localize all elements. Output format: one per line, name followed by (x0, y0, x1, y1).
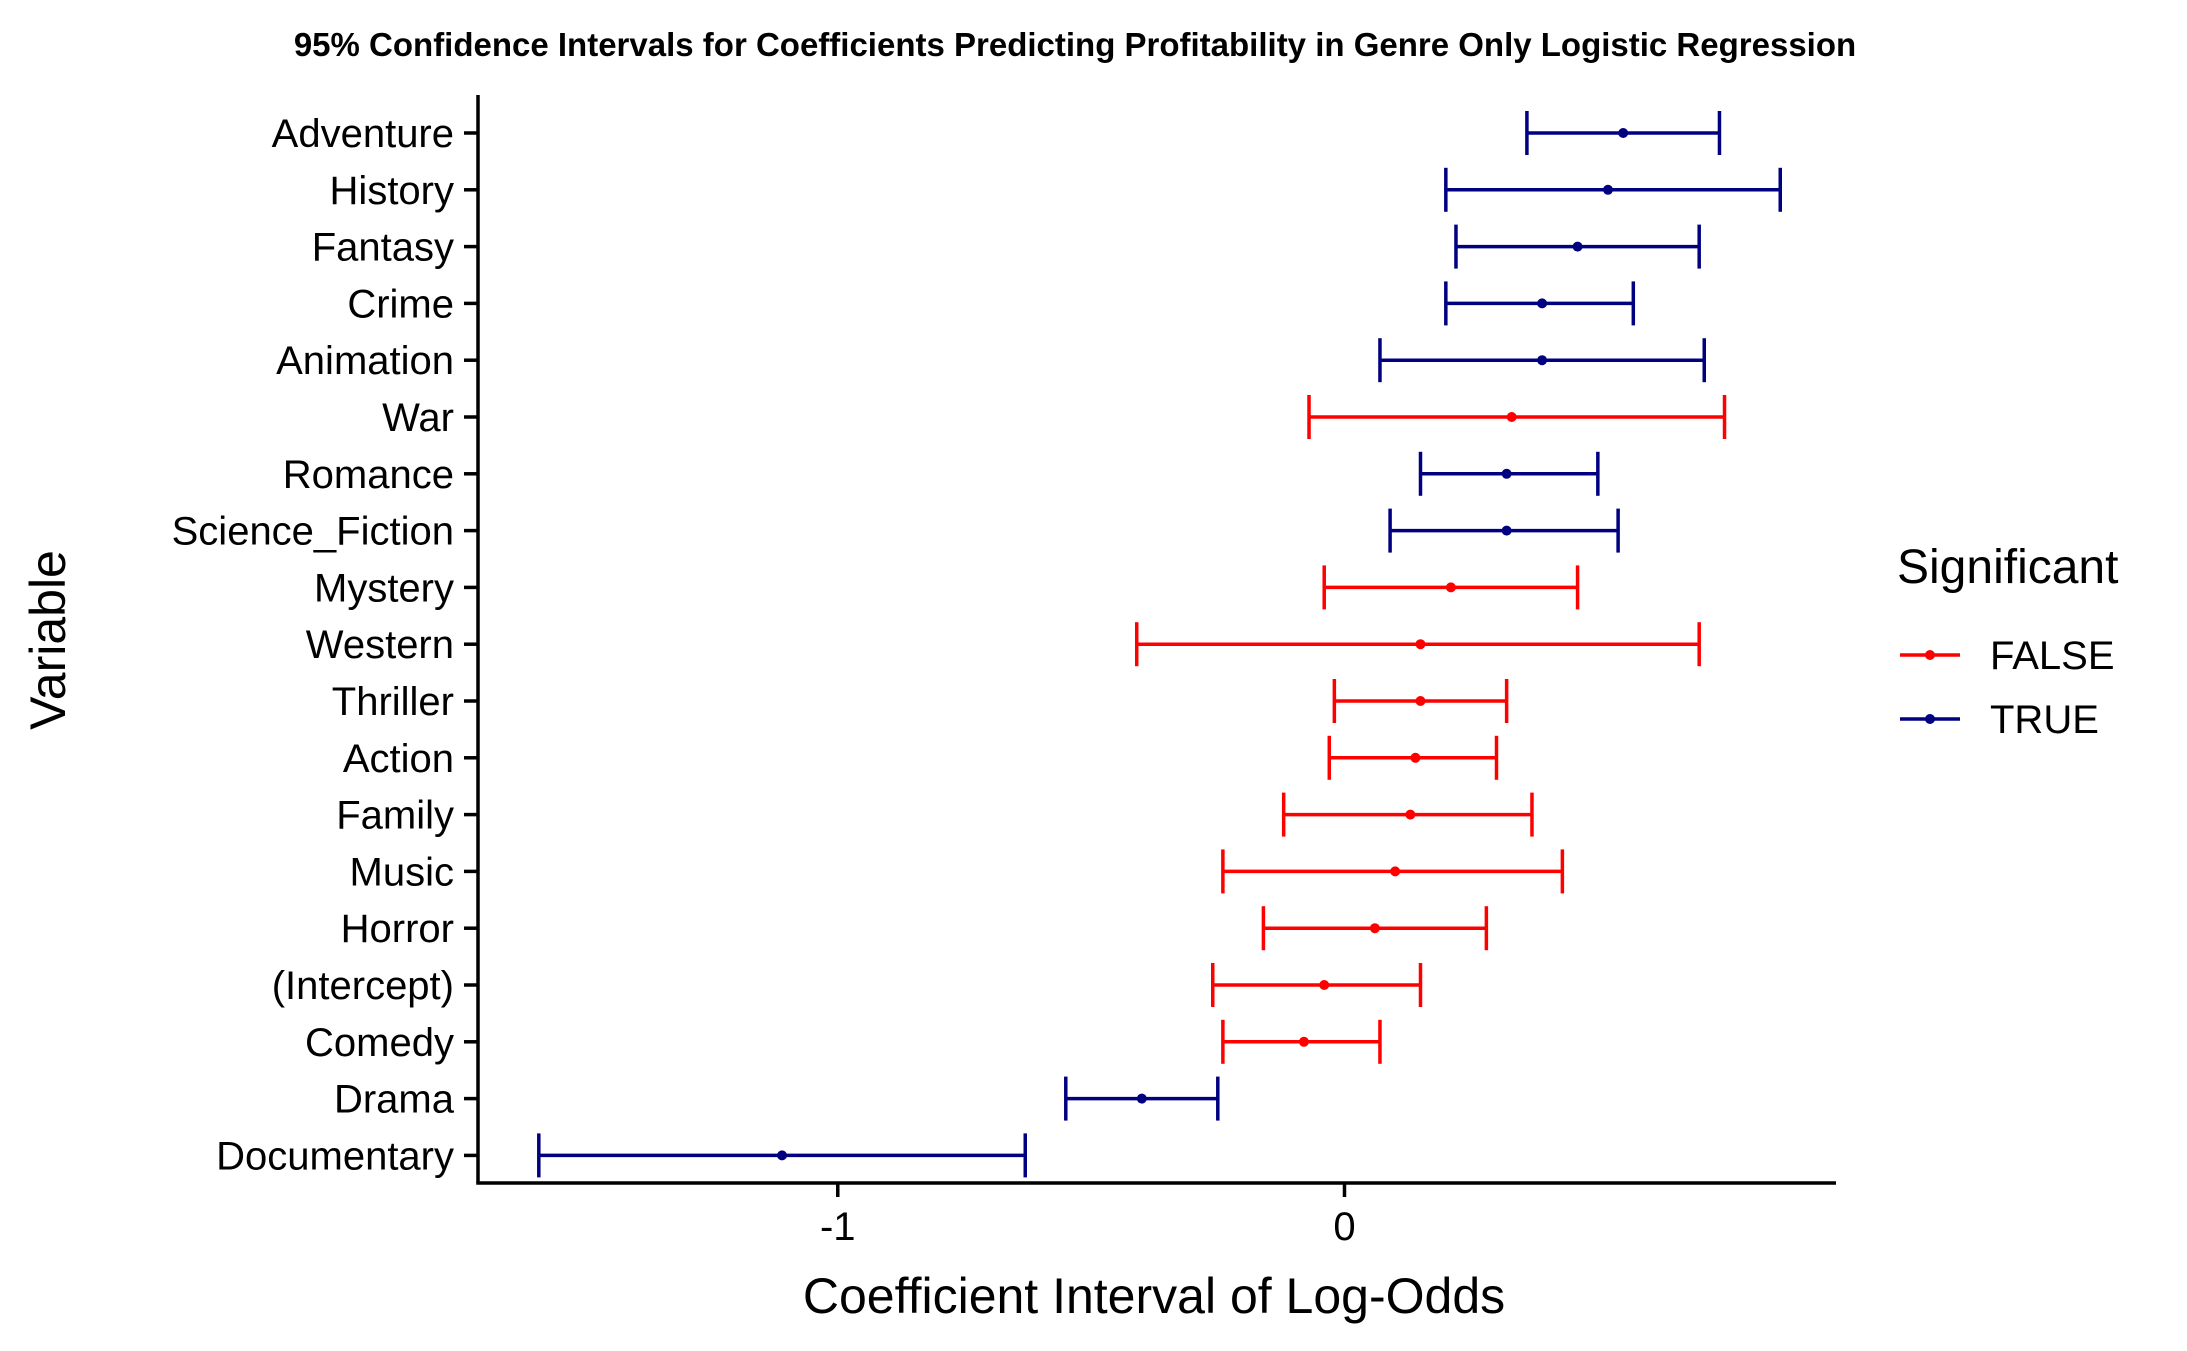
estimate-point (1537, 355, 1548, 366)
errorbar-fantasy (1454, 224, 1701, 269)
estimate-point (1298, 1036, 1309, 1047)
chart-title: 95% Confidence Intervals for Coefficient… (294, 26, 1856, 63)
errorbar-family (1281, 792, 1534, 837)
errorbar-comedy (1221, 1019, 1382, 1064)
errorbar-drama (1064, 1076, 1220, 1121)
errorbar-romance (1418, 451, 1600, 496)
errorbar-western (1134, 622, 1701, 667)
y-tick-label: Action (343, 737, 454, 781)
errorbar-adventure (1525, 111, 1722, 155)
y-tick-label: Animation (276, 339, 454, 383)
y-tick-label: Comedy (305, 1021, 454, 1065)
y-tick-label: Drama (334, 1078, 455, 1122)
estimate-point (1537, 298, 1548, 309)
y-axis: Adventure History Fantasy Crime Animation War… (172, 112, 478, 1178)
errorbar-horror (1261, 906, 1489, 951)
legend-title: Significant (1897, 541, 2118, 594)
estimate-point (1410, 752, 1421, 763)
y-tick-label: (Intercept) (272, 964, 454, 1008)
y-tick-label: Thriller (332, 680, 454, 724)
legend-label: FALSE (1990, 634, 2115, 678)
errorbar-mystery (1322, 565, 1580, 610)
errorbar-thriller (1332, 679, 1509, 723)
errorbar-war (1307, 395, 1727, 439)
y-tick-label: Crime (347, 282, 454, 326)
estimate-point (777, 1150, 788, 1161)
errorbar-history (1444, 167, 1783, 212)
estimate-point (1506, 412, 1517, 422)
errorbar-crime (1444, 281, 1636, 326)
errorbar-documentary (537, 1133, 1028, 1178)
estimate-point (1445, 582, 1456, 593)
y-tick-label: Fantasy (312, 226, 454, 270)
legend-entry-true: TRUE (1900, 698, 2099, 742)
errorbar-science-fiction (1388, 508, 1620, 553)
x-axis-title: Coefficient Interval of Log-Odds (803, 1268, 1505, 1324)
estimate-point (1415, 639, 1426, 650)
x-axis: -1 0 (820, 1183, 1356, 1249)
y-tick-label: War (382, 396, 454, 440)
errorbar-music (1221, 849, 1565, 894)
estimate-point (1602, 184, 1613, 195)
y-tick-label: Horror (341, 907, 454, 951)
errorbar-animation (1378, 338, 1707, 383)
y-tick-label: Music (350, 850, 454, 894)
estimate-point (1405, 809, 1416, 820)
y-tick-label: Mystery (314, 566, 454, 610)
legend-label: TRUE (1990, 698, 2099, 742)
y-tick-label: Family (336, 794, 454, 838)
estimate-point (1369, 923, 1380, 934)
estimate-point (1501, 468, 1512, 479)
estimate-point (1136, 1093, 1147, 1104)
errorbar-intercept (1210, 963, 1423, 1007)
estimate-point (1501, 525, 1512, 536)
estimate-point (1618, 128, 1629, 138)
y-axis-title: Variable (20, 550, 76, 730)
x-tick-label: -1 (820, 1205, 856, 1249)
y-tick-label: Documentary (216, 1134, 454, 1178)
plot-area (537, 111, 1783, 1178)
legend-key-point (1925, 650, 1935, 660)
estimate-point (1415, 696, 1426, 706)
legend-key-point (1925, 714, 1935, 724)
legend-entry-false: FALSE (1900, 634, 2115, 678)
estimate-point (1319, 980, 1330, 990)
legend: Significant FALSE TRUE (1897, 541, 2118, 742)
estimate-point (1572, 241, 1583, 252)
y-tick-label: History (330, 169, 454, 213)
y-tick-label: Adventure (272, 112, 454, 156)
y-tick-label: Science_Fiction (172, 510, 454, 554)
y-tick-label: Western (306, 623, 454, 667)
errorbar-action (1327, 735, 1499, 780)
x-tick-label: 0 (1333, 1205, 1355, 1249)
y-tick-label: Romance (283, 453, 454, 497)
estimate-point (1390, 866, 1401, 877)
